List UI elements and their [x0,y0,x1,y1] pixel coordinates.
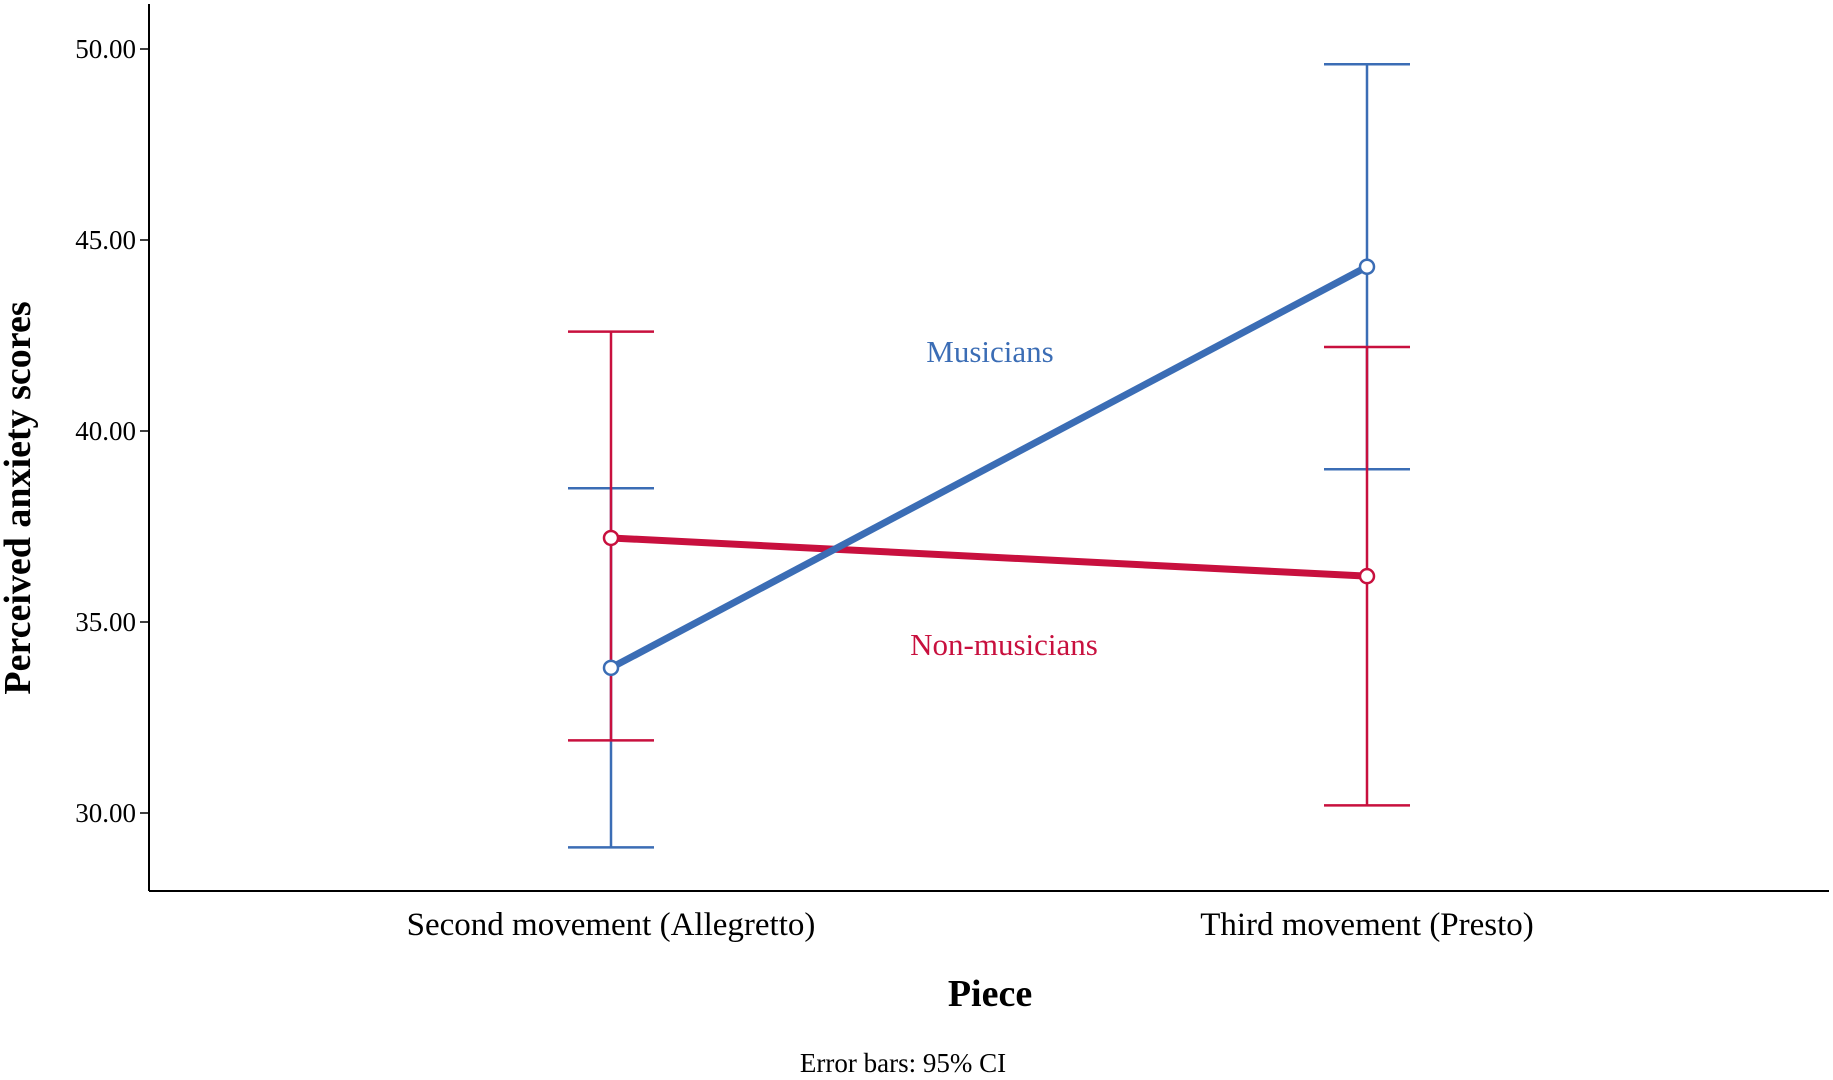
data-point-musicians [1358,258,1376,275]
y-ticks: 30.00 35.00 40.00 45.00 50.00 [75,34,149,828]
series-line-non-musicians [610,534,1368,580]
data-point-non-musicians [602,529,620,547]
x-tick-label: Third movement (Presto) [1200,907,1534,943]
x-ticks: Second movement (Allegretto) Third moveme… [407,907,1534,943]
x-tick-label: Second movement (Allegretto) [407,907,816,943]
error-bar-footnote: Error bars: 95% CI [800,1048,1006,1075]
y-tick-label: 35.00 [75,607,136,637]
y-tick-label: 45.00 [75,225,136,255]
series-label-musicians: Musicians [926,334,1053,369]
y-axis-title: Perceived anxiety scores [0,301,39,694]
series-lines [609,263,1369,671]
y-tick-label: 50.00 [75,34,136,64]
markers [602,258,1376,677]
error-bars [568,63,1410,849]
axes [148,4,1829,892]
series-label-non-musicians: Non-musicians [910,627,1098,662]
x-axis-title: Piece [948,973,1032,1015]
y-tick-label: 30.00 [75,798,136,828]
series-line-musicians [609,263,1369,671]
data-point-non-musicians [1358,567,1376,585]
data-point-musicians [602,659,620,677]
y-tick-label: 40.00 [75,416,136,446]
